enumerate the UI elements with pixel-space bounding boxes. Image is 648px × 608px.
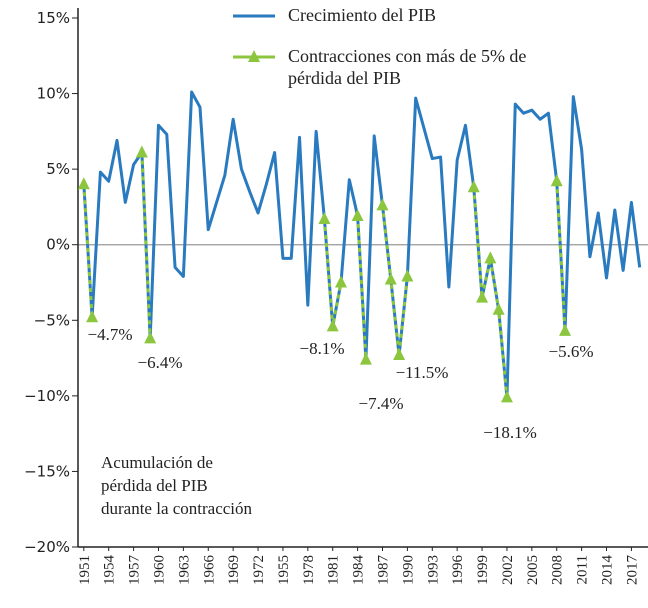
annotation: −6.4% [138, 353, 183, 372]
marker [326, 319, 339, 332]
annotation: −11.5% [396, 363, 449, 382]
marker [86, 310, 99, 323]
x-tick-label: 1984 [351, 555, 367, 586]
annotation: −8.1% [300, 339, 345, 358]
y-tick-label: 0% [46, 236, 70, 254]
annotation: −7.4% [359, 394, 404, 413]
x-tick-label: 2014 [600, 555, 616, 586]
marker [476, 290, 489, 303]
y-tick-label: −5% [34, 311, 70, 329]
x-tick-label: 1993 [425, 555, 441, 585]
marker [401, 269, 414, 282]
marker [144, 331, 157, 344]
marker [359, 352, 372, 365]
legend-symbol [248, 50, 260, 62]
y-tick-label: 10% [37, 85, 70, 103]
x-tick-label: 2002 [500, 555, 516, 585]
x-tick-label: 1969 [226, 555, 242, 585]
x-tick-label: 1978 [301, 555, 317, 585]
marker [384, 272, 397, 285]
marker [492, 302, 505, 315]
marker [376, 198, 389, 211]
x-tick-label: 1963 [176, 555, 192, 585]
y-tick-label: 15% [37, 9, 70, 27]
x-tick-label: 1954 [102, 555, 118, 586]
legend-label: Crecimiento del PIB [288, 5, 436, 25]
x-tick-label: 1957 [127, 555, 143, 586]
note: Acumulación de [101, 453, 213, 472]
x-tick-label: 1990 [400, 555, 416, 585]
x-tick-label: 1955 [276, 555, 292, 585]
marker [393, 348, 406, 361]
marker [550, 174, 563, 187]
annotation: −4.7% [88, 325, 133, 344]
marker [335, 275, 348, 288]
y-tick-label: −15% [24, 462, 70, 480]
x-tick-label: 1999 [475, 555, 491, 585]
marker [318, 212, 331, 225]
x-tick-label: 1960 [151, 555, 167, 585]
marker [135, 145, 148, 158]
y-tick-label: 5% [46, 160, 70, 178]
x-tick-label: 2008 [550, 555, 566, 585]
x-tick-label: 1966 [201, 555, 217, 586]
marker [559, 323, 572, 336]
note: pérdida del PIB [101, 476, 208, 495]
y-tick-label: −10% [24, 387, 70, 405]
annotation: −5.6% [549, 342, 594, 361]
series-line [82, 90, 642, 399]
marker [484, 251, 497, 264]
legend-label: Contracciones con más de 5% de pérdida d… [288, 46, 527, 88]
x-tick-label: 1951 [77, 555, 93, 585]
x-tick-label: 2017 [624, 555, 640, 586]
x-tick-label: 2005 [525, 555, 541, 585]
marker [351, 208, 364, 221]
marker [467, 180, 480, 193]
x-tick-label: 1972 [251, 555, 267, 585]
annotation: −18.1% [483, 423, 537, 442]
y-tick-label: −20% [24, 538, 70, 556]
note: durante la contracción [101, 499, 253, 518]
x-tick-label: 1987 [375, 555, 391, 586]
marker [500, 390, 513, 403]
x-tick-label: 2011 [575, 555, 591, 584]
x-tick-label: 1981 [326, 555, 342, 585]
x-tick-label: 1996 [450, 555, 466, 586]
marker [77, 177, 90, 190]
